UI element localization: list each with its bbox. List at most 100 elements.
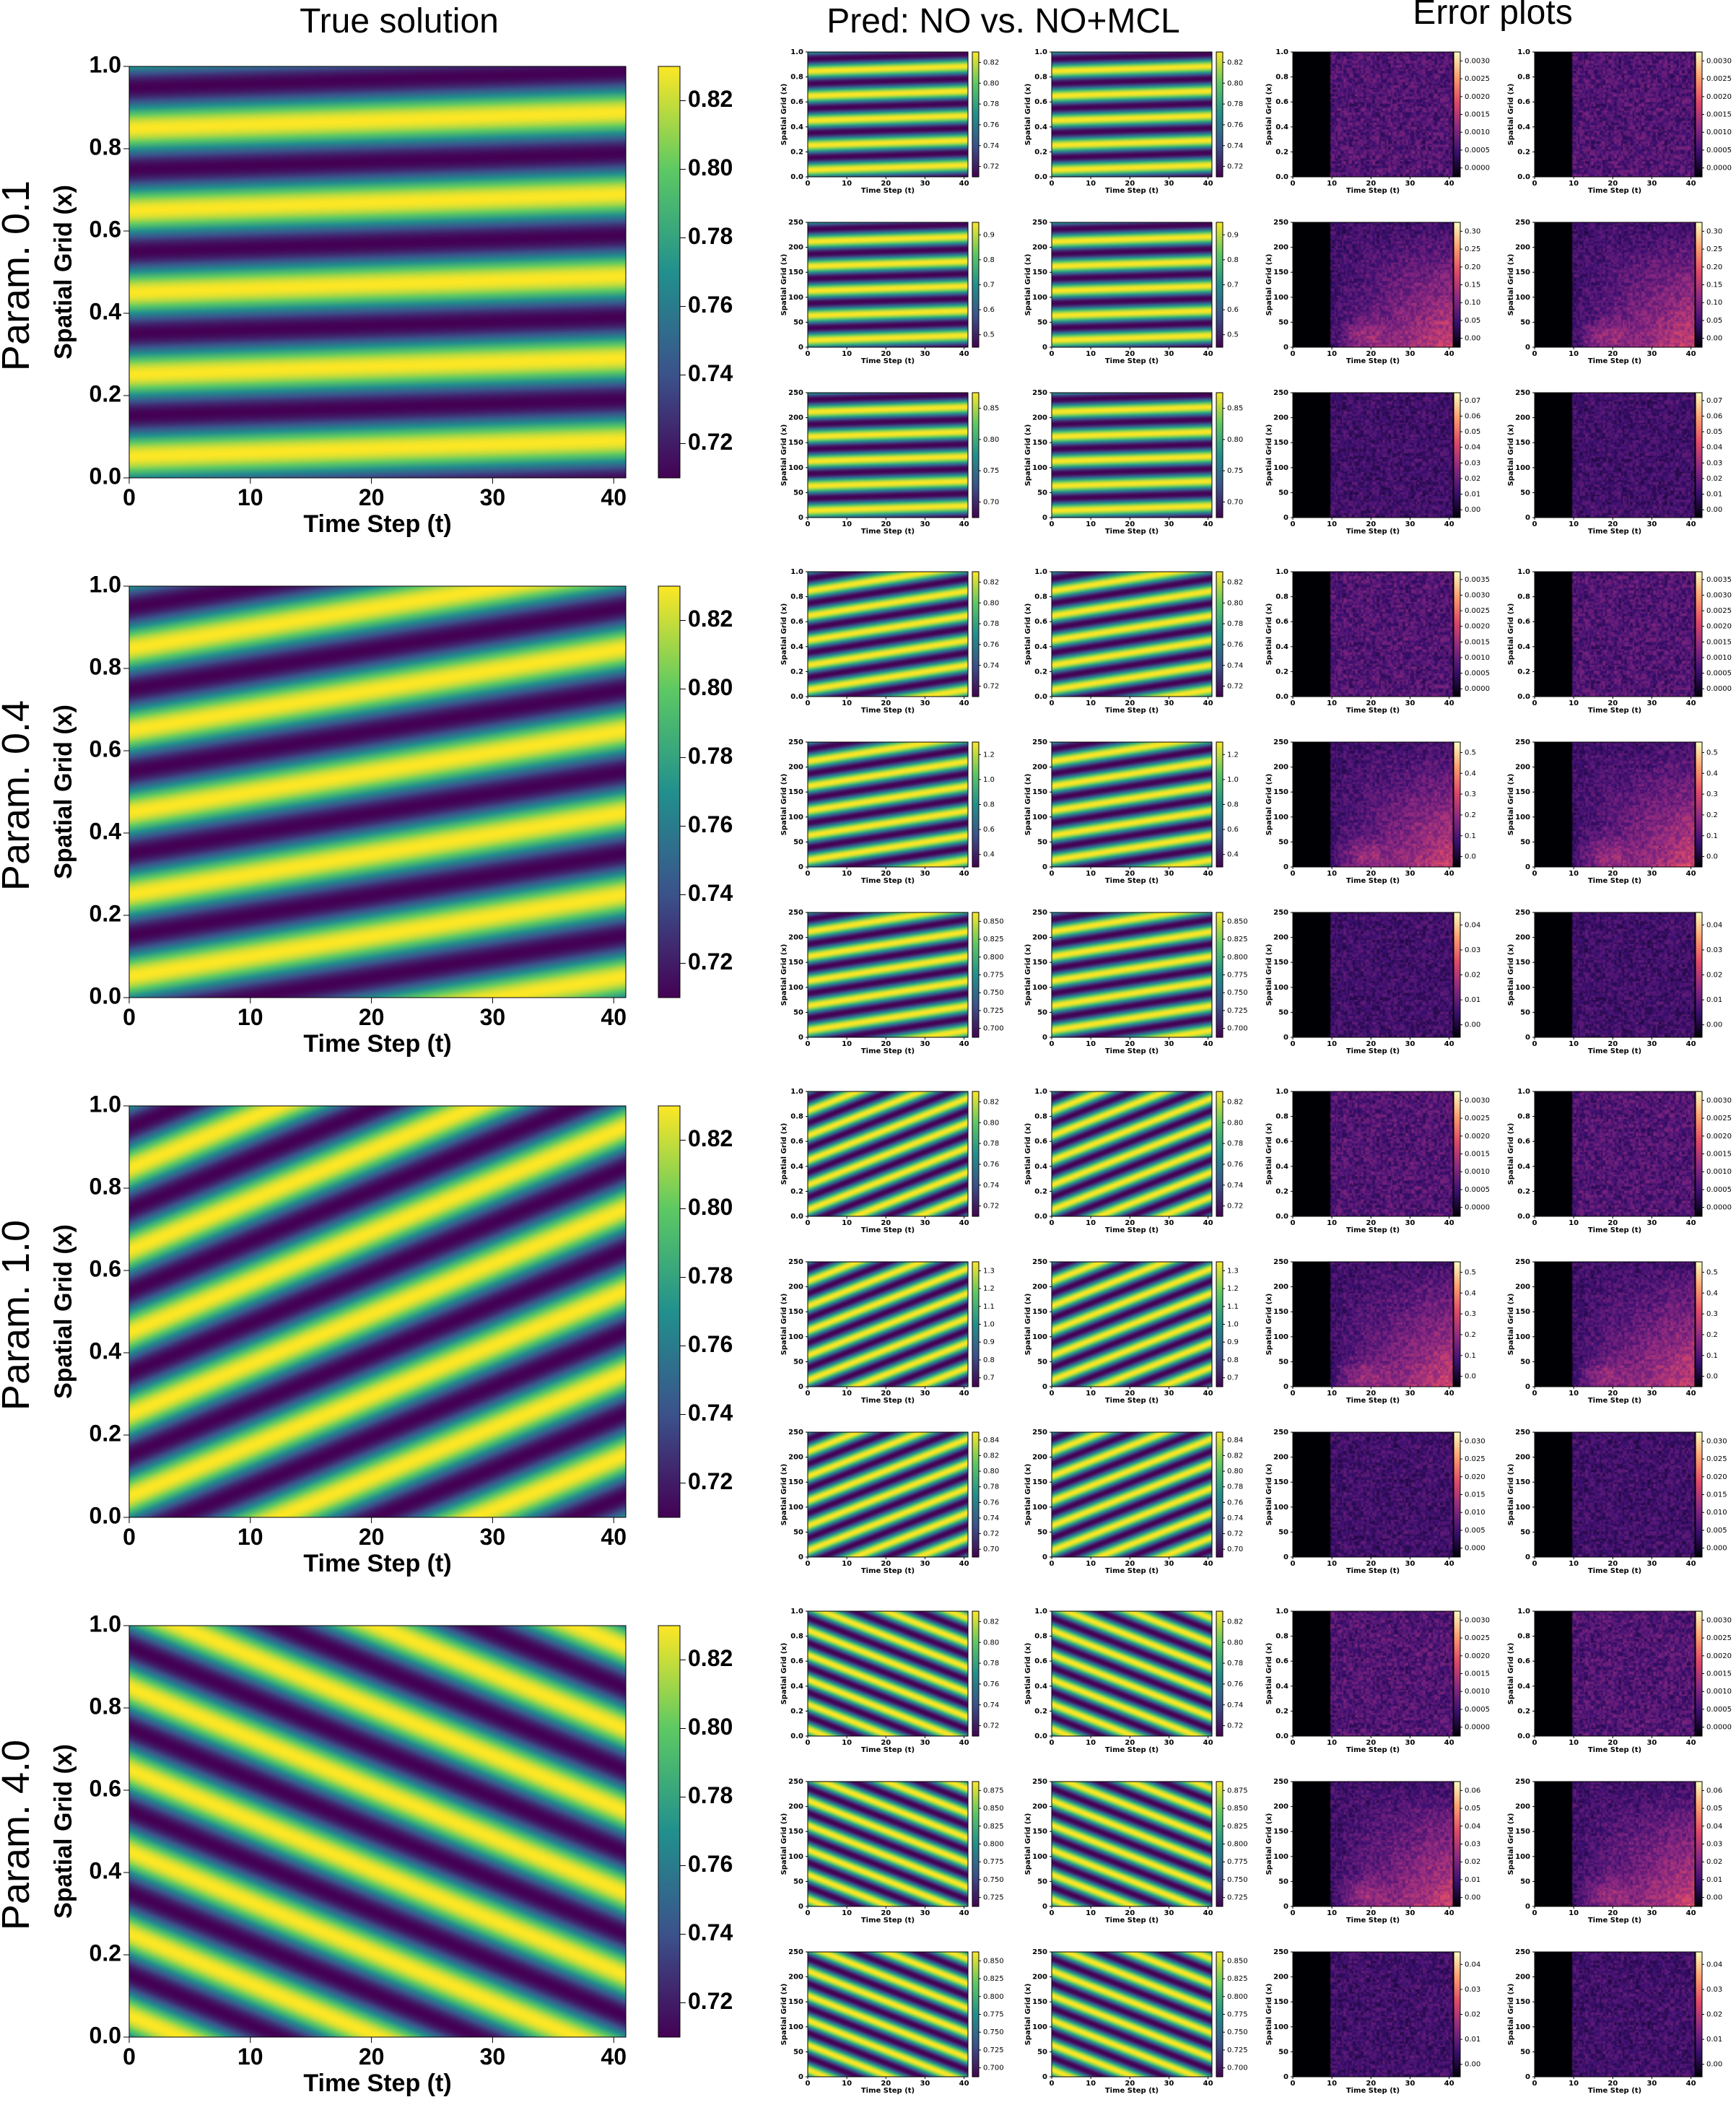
pred-r2-s1-p0-cbar-label: 1.2 — [983, 1285, 995, 1293]
pred-r0-s2-p0-axes-yticklabel: 100 — [788, 464, 803, 472]
pred-r2-s1-p1-cbar-label: 0.7 — [1227, 1374, 1239, 1382]
pred-r1-s1-p1-axes-yticklabel: 50 — [1037, 838, 1047, 846]
err-r0-s0-p2-cbar — [1453, 51, 1461, 178]
pred-r1-s2-p1 — [1052, 912, 1212, 1037]
pred-r1-s0-p1-axes-xlabel: Time Step (t) — [1105, 707, 1159, 715]
err-r2-s1-p2-cbar-label: 0.2 — [1465, 1331, 1476, 1339]
true-axes-1-xticklabel: 40 — [601, 1004, 627, 1030]
err-r2-s0-p2-axes-yticklabel: 0.8 — [1275, 1113, 1288, 1121]
true-cbar-1-label: 0.72 — [688, 949, 733, 975]
true-axes-2-yticklabel: 0.2 — [90, 1420, 121, 1446]
err-r2-s1-p3-frame — [1534, 1261, 1696, 1387]
pred-r1-s1-p1-axes-xticklabel: 40 — [1203, 870, 1213, 878]
pred-r3-s1-p0-axes-ylabel: Spatial Grid (x) — [780, 1813, 788, 1875]
err-r1-s0-p3-cbar — [1695, 571, 1703, 697]
err-r0-s0-p3-cbar-label: 0.0010 — [1706, 128, 1732, 136]
pred-r1-s2-p1-cbar-label: 0.700 — [1227, 1025, 1248, 1033]
true-axes-0-yticklabel: 0.2 — [90, 380, 121, 406]
pred-r3-s2-p1-axes-xticklabel: 40 — [1203, 2080, 1213, 2088]
err-r3-s0-p2-cbar-label: 0.0015 — [1465, 1670, 1490, 1678]
pred-r0-s0-p0-axes-xticklabel: 0 — [806, 180, 811, 188]
err-r3-s2-p3-axes-xticklabel: 0 — [1532, 2080, 1537, 2088]
err-r0-s0-p3 — [1535, 52, 1695, 177]
pred-r3-s0-p1-axes-ylabel: Spatial Grid (x) — [1024, 1643, 1032, 1705]
pred-r0-s1-p1-axes-yticklabel: 0 — [1042, 344, 1047, 352]
err-r3-s0-p3-cbar-label: 0.0025 — [1706, 1634, 1732, 1642]
true-axes-3-xticklabel: 30 — [480, 2044, 506, 2070]
err-r2-s2-p2-cbar-label: 0.005 — [1465, 1527, 1486, 1535]
err-r2-s2-p3-cbar-label: 0.015 — [1706, 1491, 1727, 1499]
pred-r2-s2-p1-axes-xticklabel: 40 — [1203, 1560, 1213, 1568]
err-r1-s1-p2-frame — [1292, 741, 1454, 868]
err-r0-s2-p3-axes-yticklabel: 250 — [1515, 389, 1530, 397]
err-r0-s1-p3-axes-xticklabel: 40 — [1686, 350, 1696, 358]
pred-r2-s2-p0-axes-yticklabel: 150 — [788, 1478, 803, 1486]
err-r0-s0-p2 — [1293, 52, 1453, 177]
err-r3-s1-p2-cbar-label: 0.06 — [1465, 1787, 1480, 1795]
true-cbar-2-label: 0.74 — [688, 1400, 733, 1426]
err-r3-s1-p2-cbar-label: 0.05 — [1465, 1805, 1480, 1813]
err-r2-s0-p2-axes-xticklabel: 40 — [1444, 1219, 1454, 1227]
pred-r0-s1-p1-axes-ylabel: Spatial Grid (x) — [1024, 254, 1032, 316]
pred-r1-s0-p1-axes-xticklabel: 30 — [1164, 699, 1174, 707]
true-cbar-2-label: 0.82 — [688, 1125, 733, 1151]
pred-r0-s0-p1 — [1052, 52, 1212, 177]
err-r3-s1-p3-cbar-label: 0.05 — [1706, 1805, 1722, 1813]
pred-r2-s2-p1-cbar-label: 0.70 — [1227, 1546, 1243, 1553]
pred-r1-s1-p1-cbar-label: 0.6 — [1227, 826, 1239, 834]
pred-r1-s1-p0-axes-xticklabel: 40 — [959, 870, 969, 878]
pred-r3-s1-p0-cbar-label: 0.800 — [983, 1841, 1004, 1849]
err-r0-s2-p3-cbar-label: 0.05 — [1706, 428, 1722, 436]
err-r3-s0-p3-axes-xlabel: Time Step (t) — [1588, 1746, 1641, 1754]
err-r2-s1-p3-axes-xticklabel: 10 — [1569, 1390, 1579, 1398]
err-r1-s0-p2-axes-xticklabel: 0 — [1291, 699, 1296, 707]
pred-r3-s0-p0-cbar-label: 0.72 — [983, 1722, 999, 1730]
pred-r1-s0-p0-axes-xticklabel: 40 — [959, 699, 969, 707]
pred-r1-s0-p0-axes-xticklabel: 0 — [806, 699, 811, 707]
pred-r3-s1-p1-axes-xticklabel: 20 — [1125, 1909, 1135, 1917]
err-r3-s0-p2 — [1293, 1611, 1453, 1736]
pred-r2-s2-p1 — [1052, 1432, 1212, 1557]
err-r3-s0-p2-cbar-label: 0.0025 — [1465, 1634, 1490, 1642]
true-heatmap-1-frame — [128, 585, 627, 998]
pred-r0-s2-p0-cbar-label: 0.80 — [983, 436, 999, 444]
true-axes-2-yticklabel: 1.0 — [90, 1091, 121, 1117]
err-r1-s1-p2-axes-yticklabel: 100 — [1273, 814, 1288, 821]
pred-r3-s2-p0-axes-yticklabel: 200 — [788, 1974, 803, 1982]
err-r0-s1-p2-cbar-label: 0.30 — [1465, 227, 1480, 235]
err-r2-s1-p3-axes-yticklabel: 100 — [1515, 1333, 1530, 1341]
err-r3-s1-p3-frame — [1534, 1781, 1696, 1907]
pred-r1-s2-p0-axes-ylabel: Spatial Grid (x) — [780, 944, 788, 1006]
pred-r2-s2-p1-cbar-label: 0.84 — [1227, 1437, 1243, 1444]
pred-r3-s0-p0-axes-yticklabel: 0.4 — [790, 1683, 803, 1691]
err-r2-s2-p2-axes-yticklabel: 200 — [1273, 1454, 1288, 1462]
pred-r0-s0-p0-axes-yticklabel: 0.2 — [790, 148, 803, 156]
err-r1-s0-p2-cbar-label: 0.0035 — [1465, 576, 1490, 584]
pred-r2-s0-p0-axes-yticklabel: 0.2 — [790, 1187, 803, 1195]
pred-r3-s1-p0-frame — [807, 1781, 969, 1907]
err-r0-s1-p3-cbar-label: 0.30 — [1706, 227, 1722, 235]
err-r0-s1-p3-axes-yticklabel: 0 — [1525, 344, 1530, 352]
err-r2-s2-p3-axes-yticklabel: 150 — [1515, 1478, 1530, 1486]
pred-r0-s1-p0-cbar — [972, 222, 980, 348]
pred-r0-s1-p1-axes-yticklabel: 250 — [1032, 219, 1047, 227]
err-r1-s1-p2-axes-xticklabel: 40 — [1444, 870, 1454, 878]
err-r0-s0-p2-axes-xticklabel: 40 — [1444, 180, 1454, 188]
pred-r0-s2-p0-axes-xticklabel: 10 — [842, 520, 852, 528]
pred-r2-s0-p1-cbar-label: 0.74 — [1227, 1182, 1243, 1190]
pred-r1-s2-p1-cbar-label: 0.800 — [1227, 954, 1248, 962]
pred-r0-s1-p1-axes-yticklabel: 200 — [1032, 244, 1047, 252]
err-r0-s2-p2-axes-xticklabel: 30 — [1405, 520, 1415, 528]
true-heatmap-0-frame — [128, 66, 627, 479]
err-r3-s1-p2-cbar-label: 0.04 — [1465, 1823, 1480, 1831]
pred-r0-s2-p1-axes-xticklabel: 0 — [1050, 520, 1055, 528]
true-axes-0-xlabel: Time Step (t) — [303, 510, 451, 538]
err-r3-s1-p3-axes-xticklabel: 0 — [1532, 1909, 1537, 1917]
err-r3-s2-p3-cbar-label: 0.03 — [1706, 1986, 1722, 1994]
err-r3-s0-p3-cbar-label: 0.0010 — [1706, 1688, 1732, 1696]
err-r1-s2-p2-axes-yticklabel: 150 — [1273, 959, 1288, 967]
pred-r0-s0-p1-cbar-label: 0.76 — [1227, 121, 1243, 129]
pred-r1-s1-p0-cbar-label: 1.0 — [983, 776, 995, 784]
pred-r1-s2-p0-cbar-label: 0.850 — [983, 917, 1004, 925]
err-r3-s0-p2-axes-yticklabel: 0.2 — [1275, 1707, 1288, 1715]
